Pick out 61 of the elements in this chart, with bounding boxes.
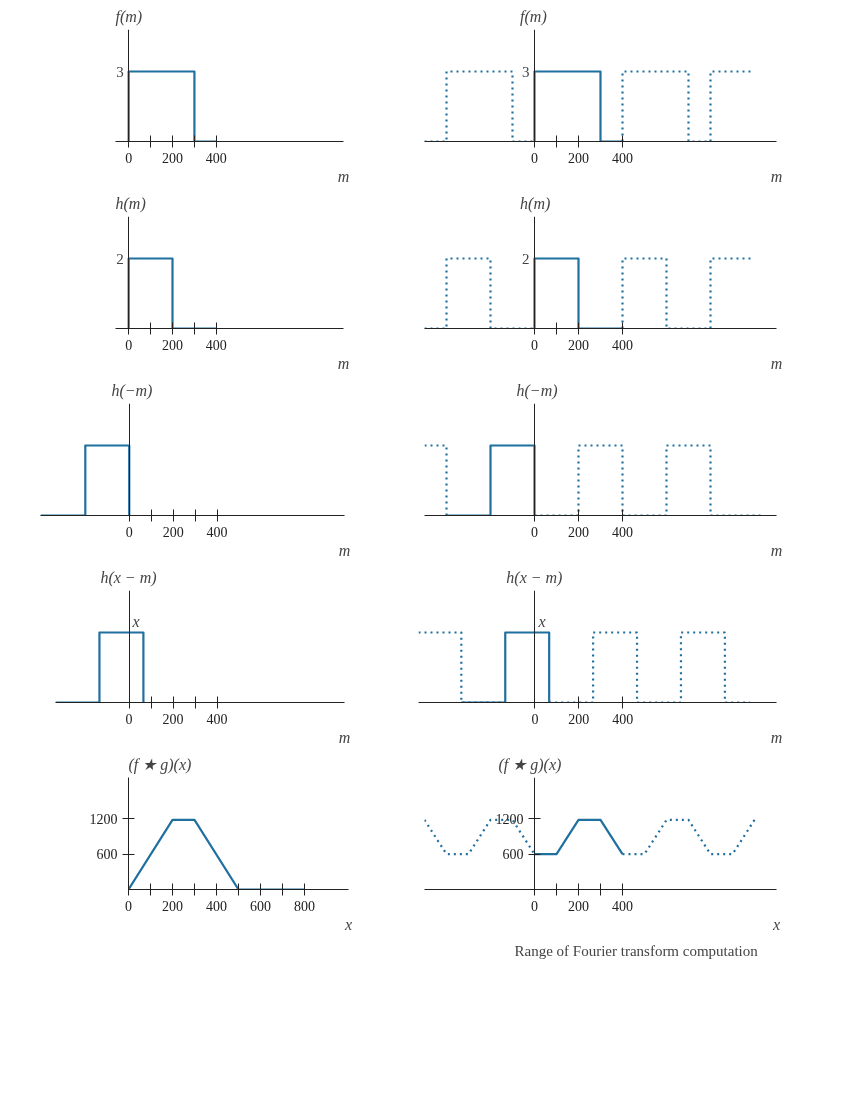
x-tick-label: 0 xyxy=(531,711,539,727)
y-axis-title: h(x − m) xyxy=(506,568,563,587)
x-tick-label: 200 xyxy=(568,524,589,540)
x-tick-label: 400 xyxy=(612,524,633,540)
x-axis-title: x xyxy=(771,915,781,933)
x-tick-label: 0 xyxy=(125,524,133,540)
x-tick-label: 0 xyxy=(531,898,538,914)
x-axis-title: m xyxy=(337,167,350,185)
x-tick-label: 0 xyxy=(531,524,538,540)
x-tick-label: 0 xyxy=(531,150,538,166)
x-axis-title: m xyxy=(770,541,783,559)
y-axis-title: h(−m) xyxy=(516,381,558,400)
y-axis-title: (f ★ g)(x) xyxy=(128,755,192,774)
x-tick-label: 0 xyxy=(531,337,538,353)
x-tick-label: 0 xyxy=(125,898,132,914)
x-tick-label: 400 xyxy=(612,150,633,166)
y-axis-title: f(m) xyxy=(520,7,547,26)
y-tick-label: 1200 xyxy=(495,811,524,827)
x-tick-label: 400 xyxy=(206,711,228,727)
y-axis-title: h(x − m) xyxy=(100,568,157,587)
x-tick-label: 200 xyxy=(162,898,183,914)
text: Range of Fourier transform computation xyxy=(514,942,759,959)
y-axis-title: h(−m) xyxy=(111,381,153,400)
x-tick-label: 400 xyxy=(205,337,227,353)
x-tick-label: 200 xyxy=(568,898,589,914)
x-tick-label: 0 xyxy=(125,150,133,166)
x-tick-label: 200 xyxy=(568,150,589,166)
annotation: 2 xyxy=(116,250,124,267)
annotation: 3 xyxy=(116,63,124,80)
x-axis-title: m xyxy=(338,728,351,746)
y-axis-title: h(m) xyxy=(520,194,551,213)
x-tick-label: 400 xyxy=(612,898,633,914)
x-tick-label: 200 xyxy=(162,711,184,727)
y-axis-title: (f ★ g)(x) xyxy=(498,755,562,774)
x-tick-label: 200 xyxy=(162,524,184,540)
y-axis-title: f(m) xyxy=(115,7,143,26)
x-tick-label: 800 xyxy=(294,898,315,914)
annotation: x xyxy=(537,612,546,630)
x-tick-label: 400 xyxy=(612,337,633,353)
x-axis-title: m xyxy=(338,541,351,559)
x-tick-label: 200 xyxy=(568,337,589,353)
x-axis-title: m xyxy=(770,167,783,185)
x-tick-label: 400 xyxy=(206,898,227,914)
x-tick-label: 200 xyxy=(162,150,183,166)
x-tick-label: 400 xyxy=(612,711,634,727)
x-tick-label: 200 xyxy=(162,337,183,353)
x-tick-label: 400 xyxy=(206,524,228,540)
x-tick-label: 400 xyxy=(205,150,227,166)
x-tick-label: 600 xyxy=(250,898,271,914)
x-tick-label: 0 xyxy=(125,711,133,727)
annotation: 2 xyxy=(522,250,530,267)
y-axis-title: h(m) xyxy=(115,194,146,213)
x-axis-title: x xyxy=(343,915,353,933)
x-axis-title: m xyxy=(337,354,350,372)
x-tick-label: 200 xyxy=(568,711,590,727)
x-axis-title: m xyxy=(770,354,783,372)
annotation: 3 xyxy=(522,63,530,80)
y-tick-label: 1200 xyxy=(89,811,118,827)
x-axis-title: m xyxy=(770,728,783,746)
annotation: x xyxy=(131,612,140,630)
x-tick-label: 0 xyxy=(125,337,133,353)
